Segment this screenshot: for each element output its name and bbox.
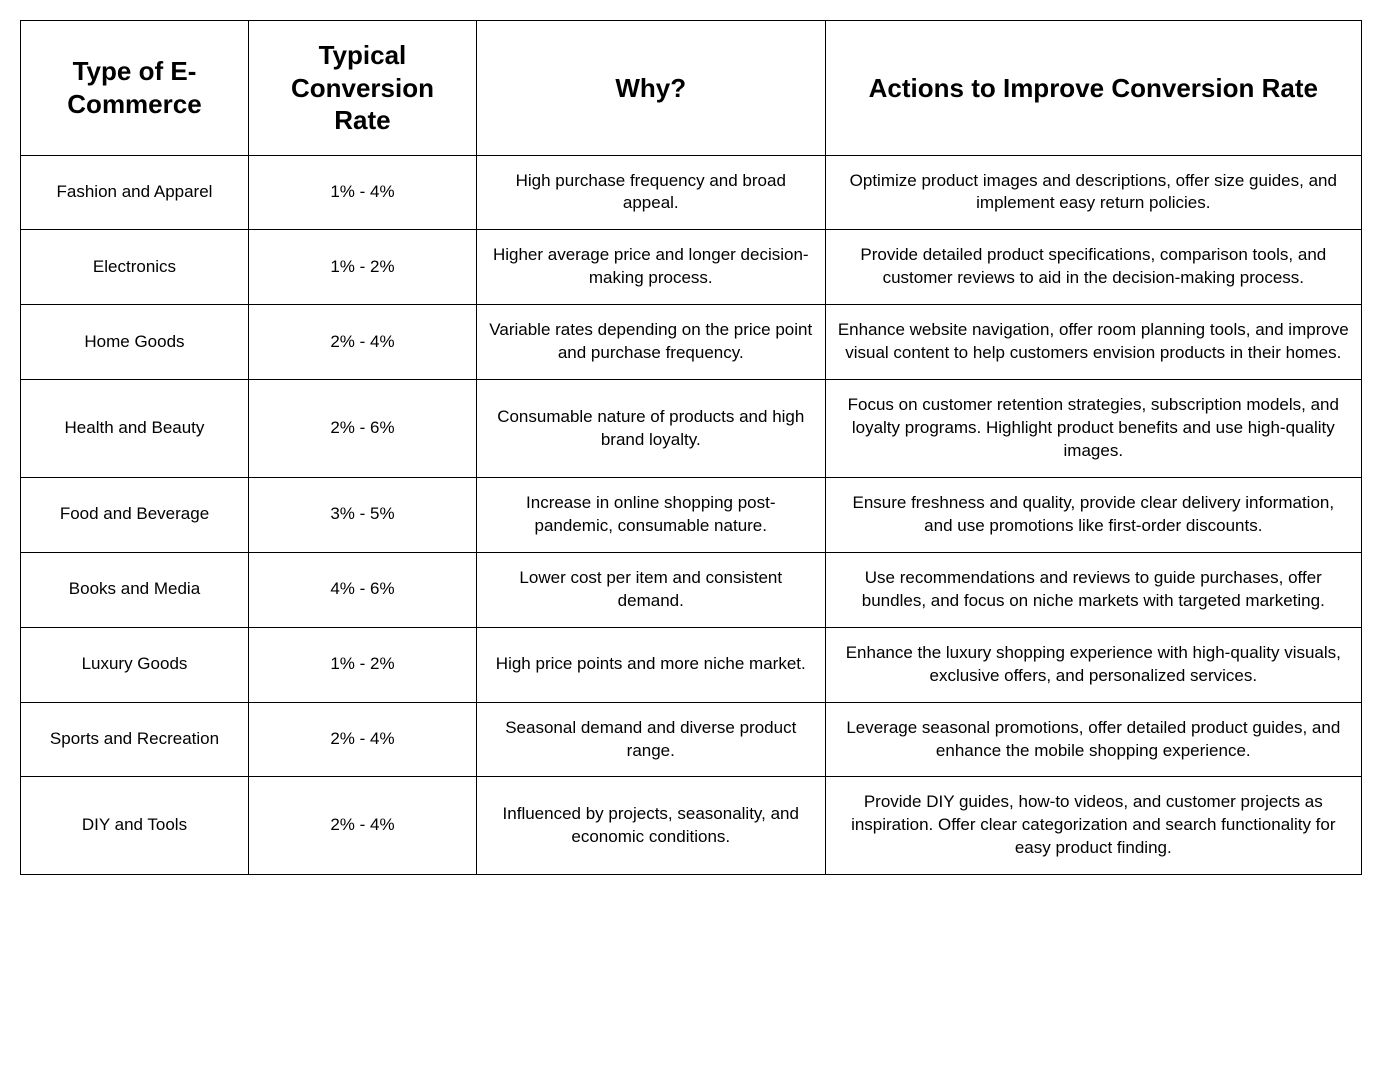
cell-why: High price points and more niche market. xyxy=(476,627,825,702)
cell-rate: 1% - 2% xyxy=(248,627,476,702)
cell-why: Increase in online shopping post-pandemi… xyxy=(476,477,825,552)
col-header-why: Why? xyxy=(476,21,825,156)
col-header-actions: Actions to Improve Conversion Rate xyxy=(825,21,1361,156)
cell-why: Seasonal demand and diverse product rang… xyxy=(476,702,825,777)
cell-actions: Leverage seasonal promotions, offer deta… xyxy=(825,702,1361,777)
cell-rate: 1% - 4% xyxy=(248,155,476,230)
cell-rate: 4% - 6% xyxy=(248,552,476,627)
cell-type: DIY and Tools xyxy=(21,777,249,875)
table-row: Home Goods 2% - 4% Variable rates depend… xyxy=(21,305,1362,380)
cell-rate: 2% - 6% xyxy=(248,380,476,478)
cell-why: Influenced by projects, seasonality, and… xyxy=(476,777,825,875)
col-header-type: Type of E-Commerce xyxy=(21,21,249,156)
header-row: Type of E-Commerce Typical Conversion Ra… xyxy=(21,21,1362,156)
cell-why: Variable rates depending on the price po… xyxy=(476,305,825,380)
cell-type: Food and Beverage xyxy=(21,477,249,552)
table-row: Food and Beverage 3% - 5% Increase in on… xyxy=(21,477,1362,552)
table-row: Fashion and Apparel 1% - 4% High purchas… xyxy=(21,155,1362,230)
cell-rate: 3% - 5% xyxy=(248,477,476,552)
cell-actions: Use recommendations and reviews to guide… xyxy=(825,552,1361,627)
cell-actions: Enhance the luxury shopping experience w… xyxy=(825,627,1361,702)
cell-rate: 1% - 2% xyxy=(248,230,476,305)
cell-type: Fashion and Apparel xyxy=(21,155,249,230)
table-row: Luxury Goods 1% - 2% High price points a… xyxy=(21,627,1362,702)
cell-why: Consumable nature of products and high b… xyxy=(476,380,825,478)
cell-type: Home Goods xyxy=(21,305,249,380)
cell-type: Books and Media xyxy=(21,552,249,627)
table-row: Books and Media 4% - 6% Lower cost per i… xyxy=(21,552,1362,627)
cell-why: Lower cost per item and consistent deman… xyxy=(476,552,825,627)
cell-actions: Provide detailed product specifications,… xyxy=(825,230,1361,305)
cell-type: Electronics xyxy=(21,230,249,305)
cell-actions: Optimize product images and descriptions… xyxy=(825,155,1361,230)
cell-type: Luxury Goods xyxy=(21,627,249,702)
cell-type: Health and Beauty xyxy=(21,380,249,478)
cell-actions: Provide DIY guides, how-to videos, and c… xyxy=(825,777,1361,875)
col-header-rate: Typical Conversion Rate xyxy=(248,21,476,156)
table-row: Health and Beauty 2% - 6% Consumable nat… xyxy=(21,380,1362,478)
cell-rate: 2% - 4% xyxy=(248,702,476,777)
table-row: Sports and Recreation 2% - 4% Seasonal d… xyxy=(21,702,1362,777)
table-row: DIY and Tools 2% - 4% Influenced by proj… xyxy=(21,777,1362,875)
cell-rate: 2% - 4% xyxy=(248,777,476,875)
cell-why: Higher average price and longer decision… xyxy=(476,230,825,305)
cell-rate: 2% - 4% xyxy=(248,305,476,380)
cell-why: High purchase frequency and broad appeal… xyxy=(476,155,825,230)
conversion-rate-table: Type of E-Commerce Typical Conversion Ra… xyxy=(20,20,1362,875)
table-header: Type of E-Commerce Typical Conversion Ra… xyxy=(21,21,1362,156)
table-row: Electronics 1% - 2% Higher average price… xyxy=(21,230,1362,305)
cell-actions: Focus on customer retention strategies, … xyxy=(825,380,1361,478)
table-body: Fashion and Apparel 1% - 4% High purchas… xyxy=(21,155,1362,875)
cell-actions: Enhance website navigation, offer room p… xyxy=(825,305,1361,380)
cell-actions: Ensure freshness and quality, provide cl… xyxy=(825,477,1361,552)
cell-type: Sports and Recreation xyxy=(21,702,249,777)
